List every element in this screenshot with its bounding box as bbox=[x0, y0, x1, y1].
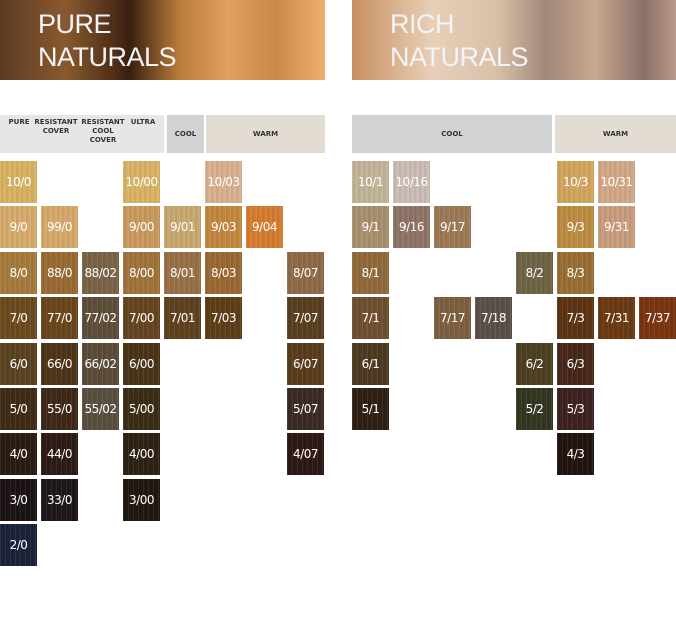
color-swatch[interactable]: 99/0 bbox=[41, 206, 78, 248]
color-swatch[interactable]: 7/00 bbox=[123, 297, 160, 339]
color-swatch[interactable]: 5/1 bbox=[352, 388, 389, 430]
color-swatch[interactable]: 66/0 bbox=[41, 343, 78, 385]
color-swatch[interactable]: 6/2 bbox=[516, 343, 553, 385]
pure-header-cool: COOL bbox=[167, 115, 204, 153]
color-swatch[interactable]: 7/07 bbox=[287, 297, 324, 339]
color-swatch[interactable]: 9/31 bbox=[598, 206, 635, 248]
color-swatch[interactable]: 7/0 bbox=[0, 297, 37, 339]
rich-naturals-title: RICH NATURALS bbox=[390, 8, 529, 74]
color-swatch[interactable]: 9/16 bbox=[393, 206, 430, 248]
color-swatch[interactable]: 77/0 bbox=[41, 297, 78, 339]
color-swatch[interactable]: 8/00 bbox=[123, 252, 160, 294]
color-swatch[interactable]: 6/3 bbox=[557, 343, 594, 385]
color-swatch[interactable]: 88/02 bbox=[82, 252, 119, 294]
color-swatch[interactable]: 9/3 bbox=[557, 206, 594, 248]
color-swatch[interactable]: 9/03 bbox=[205, 206, 242, 248]
color-swatch[interactable]: 8/0 bbox=[0, 252, 37, 294]
title-line-2: NATURALS bbox=[390, 42, 529, 72]
color-swatch[interactable]: 4/07 bbox=[287, 433, 324, 475]
color-swatch[interactable]: 7/01 bbox=[164, 297, 201, 339]
color-swatch[interactable]: 10/3 bbox=[557, 161, 594, 203]
color-swatch[interactable]: 10/00 bbox=[123, 161, 160, 203]
header-resistant-cool-cover: RESISTANT COOL COVER bbox=[81, 118, 125, 144]
header-pure: PURE bbox=[8, 118, 30, 126]
color-swatch[interactable]: 66/02 bbox=[82, 343, 119, 385]
title-line-2: NATURALS bbox=[38, 42, 177, 72]
title-line-1: RICH bbox=[390, 9, 455, 39]
color-swatch[interactable]: 7/3 bbox=[557, 297, 594, 339]
color-swatch[interactable]: 5/3 bbox=[557, 388, 594, 430]
header-ultra: ULTRA bbox=[130, 118, 156, 126]
rich-header-warm: WARM bbox=[555, 115, 676, 153]
color-swatch[interactable]: 10/16 bbox=[393, 161, 430, 203]
color-swatch[interactable]: 55/0 bbox=[41, 388, 78, 430]
color-swatch[interactable]: 5/2 bbox=[516, 388, 553, 430]
color-swatch[interactable]: 5/0 bbox=[0, 388, 37, 430]
color-swatch[interactable]: 8/03 bbox=[205, 252, 242, 294]
color-swatch[interactable]: 3/00 bbox=[123, 479, 160, 521]
color-swatch[interactable]: 9/1 bbox=[352, 206, 389, 248]
title-line-1: PURE bbox=[38, 9, 112, 39]
color-swatch[interactable]: 8/01 bbox=[164, 252, 201, 294]
color-swatch[interactable]: 9/0 bbox=[0, 206, 37, 248]
color-swatch[interactable]: 77/02 bbox=[82, 297, 119, 339]
rich-header-cool: COOL bbox=[352, 115, 552, 153]
color-swatch[interactable]: 7/31 bbox=[598, 297, 635, 339]
color-swatch[interactable]: 4/00 bbox=[123, 433, 160, 475]
color-swatch[interactable]: 9/01 bbox=[164, 206, 201, 248]
color-swatch[interactable]: 7/18 bbox=[475, 297, 512, 339]
color-swatch[interactable]: 33/0 bbox=[41, 479, 78, 521]
color-swatch[interactable]: 55/02 bbox=[82, 388, 119, 430]
pure-header-warm: WARM bbox=[206, 115, 325, 153]
color-swatch[interactable]: 8/07 bbox=[287, 252, 324, 294]
color-swatch[interactable]: 5/00 bbox=[123, 388, 160, 430]
color-swatch[interactable]: 7/17 bbox=[434, 297, 471, 339]
color-swatch[interactable]: 7/03 bbox=[205, 297, 242, 339]
color-swatch[interactable]: 88/0 bbox=[41, 252, 78, 294]
color-swatch[interactable]: 9/17 bbox=[434, 206, 471, 248]
color-swatch[interactable]: 8/2 bbox=[516, 252, 553, 294]
pure-header-group bbox=[0, 115, 164, 153]
color-swatch[interactable]: 9/04 bbox=[246, 206, 283, 248]
pure-naturals-banner: PURE NATURALS bbox=[0, 0, 325, 80]
color-swatch[interactable]: 6/0 bbox=[0, 343, 37, 385]
color-swatch[interactable]: 6/1 bbox=[352, 343, 389, 385]
color-swatch[interactable]: 6/07 bbox=[287, 343, 324, 385]
color-swatch[interactable]: 5/07 bbox=[287, 388, 324, 430]
color-swatch[interactable]: 7/37 bbox=[639, 297, 676, 339]
color-swatch[interactable]: 4/0 bbox=[0, 433, 37, 475]
header-resistant-cover: RESISTANT COVER bbox=[34, 118, 78, 135]
color-swatch[interactable]: 7/1 bbox=[352, 297, 389, 339]
color-swatch[interactable]: 10/1 bbox=[352, 161, 389, 203]
color-swatch[interactable]: 4/3 bbox=[557, 433, 594, 475]
color-swatch[interactable]: 3/0 bbox=[0, 479, 37, 521]
color-swatch[interactable]: 8/3 bbox=[557, 252, 594, 294]
color-swatch[interactable]: 10/03 bbox=[205, 161, 242, 203]
pure-naturals-title: PURE NATURALS bbox=[38, 8, 177, 74]
color-swatch[interactable]: 8/1 bbox=[352, 252, 389, 294]
color-swatch[interactable]: 44/0 bbox=[41, 433, 78, 475]
color-swatch[interactable]: 10/0 bbox=[0, 161, 37, 203]
color-swatch[interactable]: 9/00 bbox=[123, 206, 160, 248]
color-swatch[interactable]: 6/00 bbox=[123, 343, 160, 385]
rich-naturals-banner: RICH NATURALS bbox=[352, 0, 676, 80]
color-swatch[interactable]: 10/31 bbox=[598, 161, 635, 203]
color-swatch[interactable]: 2/0 bbox=[0, 524, 37, 566]
